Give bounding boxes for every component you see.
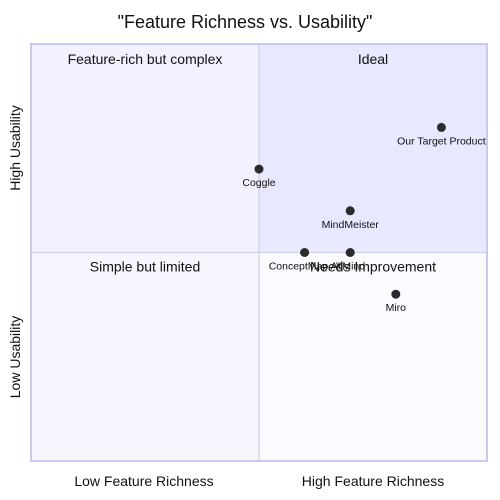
data-point — [345, 248, 355, 257]
data-point — [436, 122, 446, 132]
quadrant-top-left — [31, 44, 259, 253]
quadrant-label-top-right: Ideal — [358, 51, 388, 67]
data-point — [345, 206, 355, 216]
chart-title: "Feature Richness vs. Usability" — [118, 12, 373, 32]
x-label-low: Low Feature Richness — [74, 473, 213, 489]
x-label-high: High Feature Richness — [302, 473, 444, 489]
quadrant-label-bottom-right: Needs Improvement — [310, 259, 436, 275]
quadrant-bottom-left — [31, 252, 259, 461]
data-point-label: Miro — [386, 302, 407, 314]
data-point-label: MindMeister — [322, 219, 380, 231]
data-point — [254, 164, 264, 174]
quadrant-bottom-right — [259, 252, 487, 461]
plot-border — [30, 43, 488, 462]
data-point-label: Our Target Product — [397, 135, 486, 147]
data-point — [391, 289, 401, 299]
y-label-high: High Usability — [7, 105, 23, 191]
y-label-low: Low Usability — [7, 316, 23, 398]
data-point-label: Coggle — [242, 177, 275, 189]
quadrant-label-top-left: Feature-rich but complex — [68, 51, 223, 67]
plot-area: Feature-rich but complex Ideal Simple but … — [30, 43, 488, 462]
data-point-label: XMind — [335, 261, 365, 273]
data-point-label: ConceptMap AI — [269, 261, 341, 273]
quadrant-label-bottom-left: Simple but limited — [90, 259, 201, 275]
data-point — [300, 248, 310, 257]
quadrant-top-right — [259, 44, 487, 253]
